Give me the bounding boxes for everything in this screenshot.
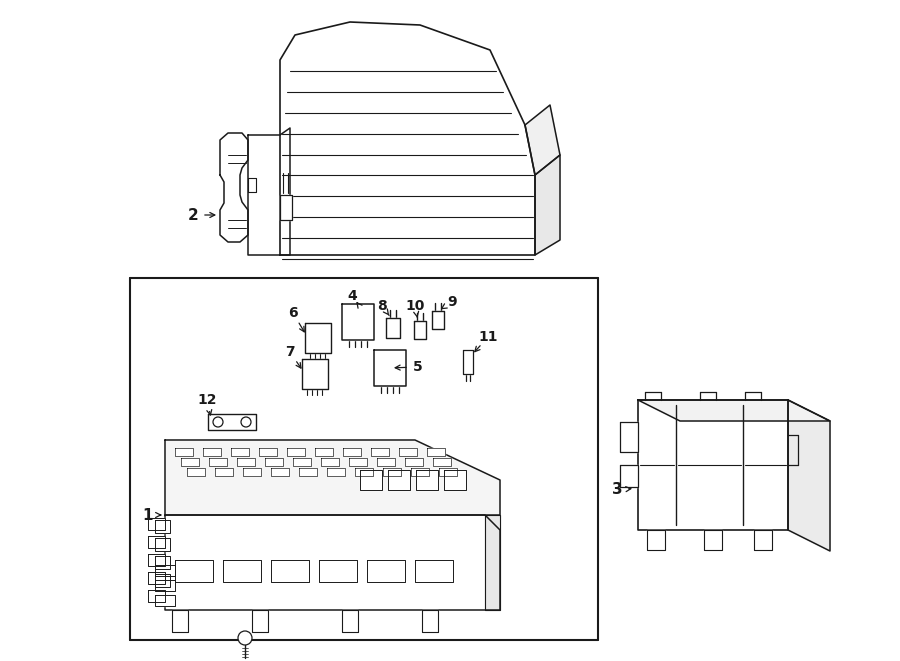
Polygon shape (485, 515, 500, 610)
Text: 12: 12 (197, 393, 217, 407)
Polygon shape (155, 574, 170, 587)
Polygon shape (414, 321, 426, 339)
Polygon shape (175, 560, 213, 582)
Circle shape (241, 417, 251, 427)
Polygon shape (155, 556, 170, 569)
Polygon shape (432, 311, 444, 329)
Polygon shape (433, 458, 451, 466)
Polygon shape (355, 468, 373, 476)
Polygon shape (349, 458, 367, 466)
Text: 10: 10 (405, 299, 425, 313)
Polygon shape (405, 458, 423, 466)
Polygon shape (525, 105, 560, 175)
Polygon shape (647, 530, 665, 550)
Polygon shape (427, 448, 445, 456)
Polygon shape (172, 610, 188, 632)
Polygon shape (231, 448, 249, 456)
Polygon shape (203, 448, 221, 456)
Polygon shape (315, 448, 333, 456)
Polygon shape (386, 318, 400, 338)
Polygon shape (208, 414, 256, 430)
Circle shape (238, 631, 252, 645)
Text: 4: 4 (347, 289, 357, 303)
Polygon shape (299, 468, 317, 476)
Polygon shape (638, 400, 830, 421)
Polygon shape (327, 468, 345, 476)
Polygon shape (148, 572, 165, 584)
Polygon shape (411, 468, 429, 476)
Polygon shape (415, 560, 453, 582)
Polygon shape (155, 565, 175, 576)
Text: 7: 7 (285, 345, 295, 359)
Polygon shape (259, 448, 277, 456)
Polygon shape (248, 128, 290, 255)
Polygon shape (252, 610, 268, 632)
Polygon shape (155, 580, 175, 591)
Polygon shape (305, 323, 331, 353)
Text: 9: 9 (447, 295, 457, 309)
Polygon shape (321, 458, 339, 466)
Polygon shape (788, 400, 830, 551)
Polygon shape (215, 468, 233, 476)
Polygon shape (367, 560, 405, 582)
Polygon shape (287, 448, 305, 456)
Polygon shape (343, 448, 361, 456)
Polygon shape (223, 560, 261, 582)
Polygon shape (209, 458, 227, 466)
Polygon shape (181, 458, 199, 466)
Polygon shape (439, 468, 457, 476)
Text: 3: 3 (612, 483, 622, 498)
Text: 8: 8 (377, 299, 387, 313)
Polygon shape (319, 560, 357, 582)
Polygon shape (374, 350, 406, 386)
Text: 1: 1 (143, 508, 153, 522)
Polygon shape (620, 422, 638, 452)
Polygon shape (220, 133, 248, 242)
Polygon shape (754, 530, 772, 550)
Polygon shape (342, 304, 374, 340)
Text: 11: 11 (478, 330, 498, 344)
Polygon shape (302, 359, 328, 389)
Polygon shape (165, 515, 500, 610)
Polygon shape (243, 468, 261, 476)
Text: 2: 2 (187, 208, 198, 223)
Polygon shape (704, 530, 722, 550)
Polygon shape (280, 22, 535, 255)
Polygon shape (620, 465, 638, 487)
Polygon shape (444, 470, 466, 490)
Text: 6: 6 (288, 306, 298, 320)
Polygon shape (148, 554, 165, 566)
Polygon shape (148, 590, 165, 602)
Polygon shape (463, 350, 473, 374)
Polygon shape (399, 448, 417, 456)
Polygon shape (360, 470, 382, 490)
Polygon shape (383, 468, 401, 476)
Polygon shape (293, 458, 311, 466)
Polygon shape (248, 178, 256, 192)
Polygon shape (155, 538, 170, 551)
Polygon shape (416, 470, 438, 490)
Text: 5: 5 (413, 360, 423, 374)
Polygon shape (148, 536, 165, 548)
Polygon shape (175, 448, 193, 456)
Polygon shape (535, 155, 560, 255)
Polygon shape (237, 458, 255, 466)
Polygon shape (377, 458, 395, 466)
Polygon shape (422, 610, 438, 632)
Polygon shape (187, 468, 205, 476)
Polygon shape (148, 518, 165, 530)
Polygon shape (155, 595, 175, 606)
Polygon shape (371, 448, 389, 456)
Polygon shape (342, 610, 358, 632)
Polygon shape (271, 560, 309, 582)
Polygon shape (265, 458, 283, 466)
Polygon shape (155, 520, 170, 533)
Polygon shape (388, 470, 410, 490)
Circle shape (213, 417, 223, 427)
Polygon shape (271, 468, 289, 476)
Polygon shape (280, 195, 292, 220)
Polygon shape (165, 440, 500, 515)
Polygon shape (638, 400, 788, 530)
